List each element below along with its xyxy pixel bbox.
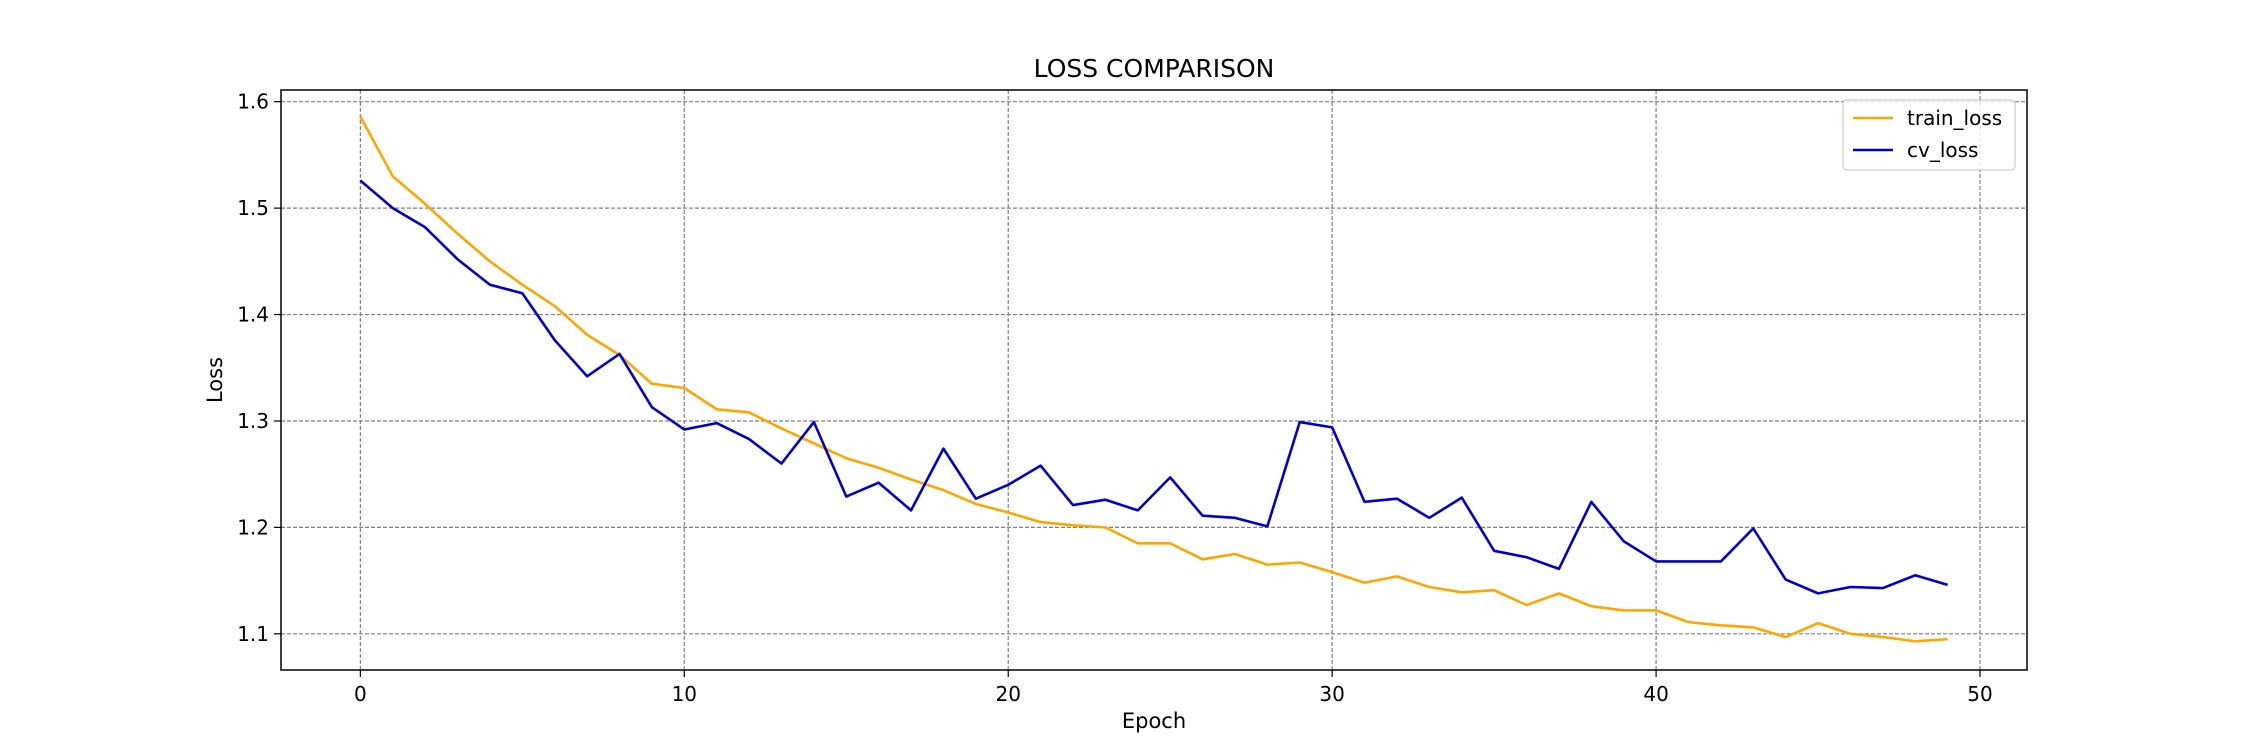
x-tick-label: 40 (1643, 682, 1668, 706)
legend-label: train_loss (1907, 106, 2002, 130)
y-tick-label: 1.6 (237, 90, 269, 114)
series-line-train-loss (359, 115, 1948, 643)
x-tick-label: 10 (672, 682, 697, 706)
chart-title: LOSS COMPARISON (1034, 54, 1275, 83)
x-tick-label: 20 (996, 682, 1021, 706)
grid-layer (281, 90, 2027, 670)
y-tick-label: 1.4 (237, 303, 269, 327)
x-axis-label: Epoch (1122, 709, 1186, 733)
y-tick-label: 1.2 (237, 515, 269, 539)
series-line-cv-loss (359, 179, 1949, 595)
series-layer (359, 115, 1949, 643)
plot-frame (280, 89, 2028, 671)
y-tick-label: 1.3 (237, 409, 269, 433)
tick-layer: 0 10 20 30 40 50 1.1 1.2 1.3 1.4 1.5 1.6 (237, 90, 1993, 706)
y-axis-label: Loss (203, 357, 227, 403)
legend: train_loss cv_loss (1842, 99, 2016, 171)
x-tick-label: 0 (354, 682, 367, 706)
x-tick-label: 50 (1967, 682, 1992, 706)
y-tick-label: 1.1 (237, 622, 269, 646)
legend-label: cv_loss (1907, 138, 1978, 162)
y-tick-label: 1.5 (237, 196, 269, 220)
x-tick-label: 30 (1319, 682, 1344, 706)
